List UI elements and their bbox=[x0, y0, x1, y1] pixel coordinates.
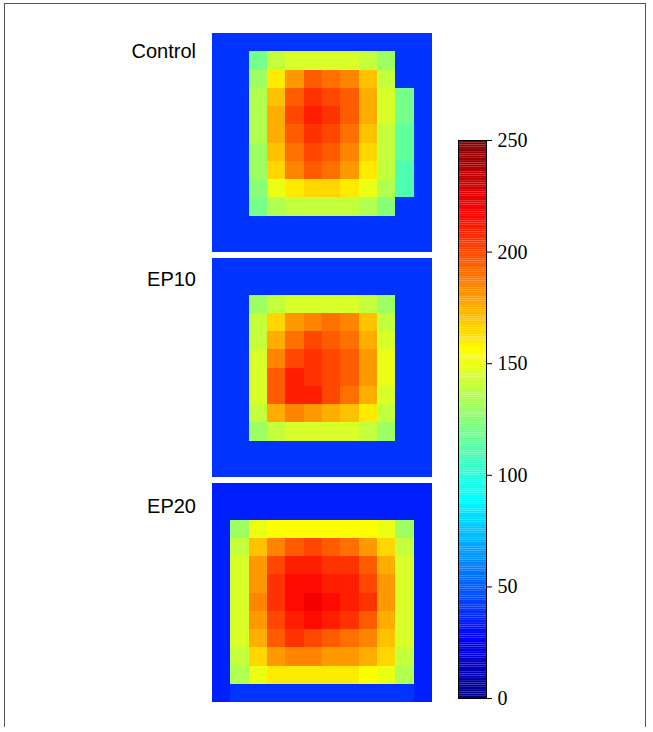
html-text:EP20: EP20 bbox=[147, 495, 196, 517]
svg-text:0: 0 bbox=[498, 687, 508, 709]
html-text:Control: Control bbox=[131, 40, 196, 62]
svg-text:150: 150 bbox=[498, 352, 528, 374]
svg-text:200: 200 bbox=[498, 241, 528, 263]
svg-text:100: 100 bbox=[498, 464, 528, 486]
svg-text:250: 250 bbox=[498, 129, 528, 151]
html-text:EP10: EP10 bbox=[147, 268, 196, 290]
svg-text:50: 50 bbox=[498, 575, 518, 597]
